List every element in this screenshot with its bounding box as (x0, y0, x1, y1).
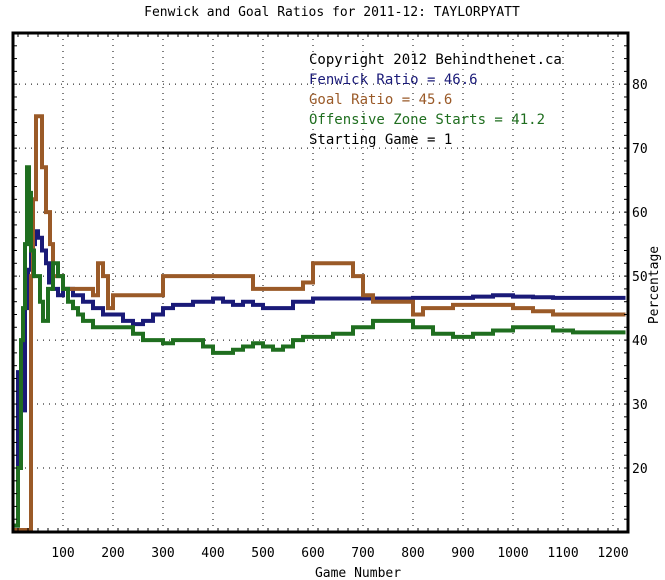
x-tick-label: 500 (251, 546, 274, 561)
annotation-line: Goal Ratio = 45.6 (309, 92, 452, 108)
x-tick-label: 900 (451, 546, 474, 561)
y-tick-label: 80 (632, 78, 648, 93)
series-line-offensive-zone-starts (13, 165, 626, 528)
chart-annotations: Copyright 2012 Behindthenet.ca Fenwick Ra… (309, 52, 562, 148)
annotation-line: Copyright 2012 Behindthenet.ca (309, 52, 562, 68)
series-line-goal-ratio (13, 114, 626, 532)
axis-ticks: 100 200 300 400 500 600 700 800 900 1000 1100 1200 2… (13, 32, 648, 561)
chart-title: Fenwick and Goal Ratios for 2011-12: TAY… (144, 5, 520, 20)
x-axis-label: Game Number (315, 566, 401, 580)
y-tick-label: 20 (632, 462, 648, 477)
y-axis-label: Percentage (647, 246, 662, 324)
series-lines (13, 114, 626, 532)
x-tick-label: 100 (51, 546, 74, 561)
annotation-line: Starting Game = 1 (309, 132, 452, 148)
x-tick-label: 200 (101, 546, 124, 561)
y-tick-label: 30 (632, 398, 648, 413)
x-tick-label: 1200 (597, 546, 628, 561)
grid-lines (13, 33, 628, 532)
x-tick-label: 300 (151, 546, 174, 561)
y-tick-label: 50 (632, 270, 648, 285)
y-tick-label: 60 (632, 206, 648, 221)
plot-area (13, 33, 628, 532)
x-tick-label: 1100 (547, 546, 578, 561)
x-tick-label: 400 (201, 546, 224, 561)
x-tick-label: 800 (401, 546, 424, 561)
series-line-fenwick-ratio (13, 229, 626, 528)
x-tick-label: 600 (301, 546, 324, 561)
annotation-line: Offensive Zone Starts = 41.2 (309, 112, 545, 128)
plot-frame (11, 31, 630, 534)
x-tick-label: 1000 (497, 546, 528, 561)
x-tick-label: 700 (351, 546, 374, 561)
y-tick-label: 70 (632, 142, 648, 157)
annotation-line: Fenwick Ratio = 46.6 (309, 72, 478, 88)
y-tick-label: 40 (632, 334, 648, 349)
